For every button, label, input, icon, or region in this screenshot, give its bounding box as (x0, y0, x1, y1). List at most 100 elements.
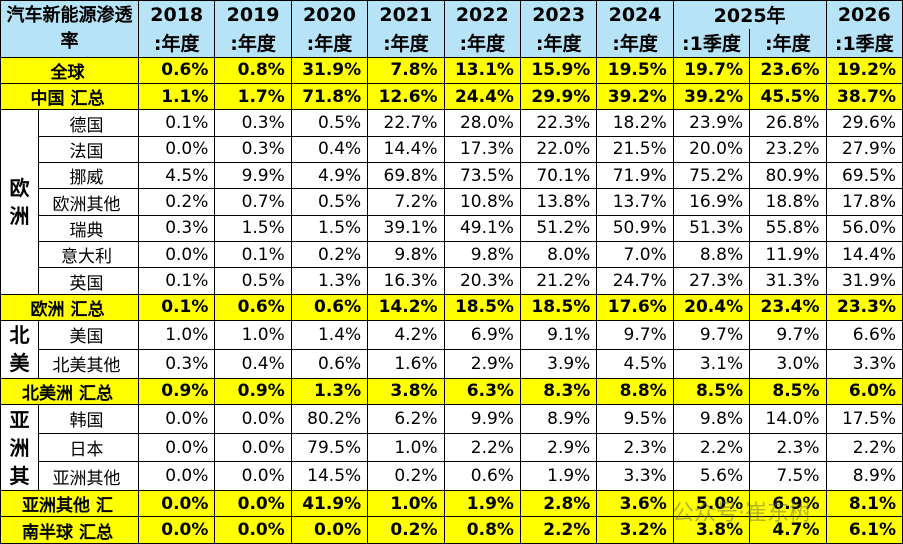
row-label: 英国 (38, 267, 139, 295)
row-label: 亚洲其他 汇 (0, 490, 139, 518)
value-cell: 0.0% (214, 461, 292, 492)
value-cell: 1.1% (137, 83, 216, 111)
value-cell: 0.0% (214, 404, 292, 434)
summary-row: 北美洲 汇总 0.9% 0.9% 1.3% 3.8% 6.3% 8.3% 8.8% 8.5% 8.… (0, 377, 903, 406)
value-cell: 17.3% (443, 135, 521, 164)
value-cell: 7.8% (367, 56, 445, 85)
data-row: 挪威 4.5% 9.9% 4.9% 69.8% 73.5% 70.1% 71.9% 75.2% 8… (1, 162, 903, 190)
value-cell: 16.3% (367, 267, 445, 295)
row-label: 北美其他 (38, 348, 139, 379)
value-cell: 0.5% (214, 267, 292, 295)
value-cell: 23.2% (749, 135, 827, 164)
value-cell: 4.7% (749, 516, 827, 544)
value-cell: 0.8% (214, 56, 292, 85)
data-row: 法国 0.0% 0.3% 0.4% 14.4% 17.3% 22.0% 21.5% 20.0% 2… (1, 135, 903, 164)
data-row: 欧洲 德国 0.1% 0.3% 0.5% 22.7% 28.0% 22.3% 18.2% 23.9… (0, 109, 903, 295)
value-cell: 9.8% (443, 241, 521, 269)
value-cell: 1.9% (519, 461, 598, 492)
period-header: :年度 (596, 28, 674, 58)
value-cell: 2.2% (519, 516, 598, 544)
row-label: 欧洲 汇总 (0, 293, 139, 322)
value-cell: 0.2% (367, 516, 445, 544)
value-cell: 20.4% (672, 293, 751, 322)
value-cell: 51.2% (519, 214, 598, 243)
group-label: 亚洲其 (0, 404, 39, 492)
value-cell: 24.4% (443, 83, 521, 111)
value-cell: 8.8% (596, 377, 674, 406)
value-cell: 0.9% (214, 377, 292, 406)
value-cell: 8.8% (672, 241, 751, 269)
value-cell: 1.6% (367, 348, 445, 379)
value-cell: 31.9% (290, 56, 369, 85)
period-header: :年度 (749, 28, 827, 58)
watermark: 公众号·崔东树 (672, 501, 811, 526)
value-cell: 29.9% (519, 83, 598, 111)
value-cell: 3.8% (367, 377, 445, 406)
header-row: :年度:年度:年度:年度:年度:年度:年度:1季度:年度:1季度 (1, 28, 903, 58)
data-row: 亚洲其他 0.0% 0.0% 14.5% 0.2% 0.6% 1.9% 3.3% 5.6% 7.5… (1, 461, 903, 492)
value-cell: 20.0% (672, 135, 751, 164)
row-label: 意大利 (38, 241, 139, 269)
value-cell: 5.6% (672, 461, 751, 492)
value-cell: 2.8% (519, 490, 598, 518)
value-cell: 0.0% (137, 135, 216, 164)
value-cell: 13.7% (596, 188, 674, 216)
value-cell: 28.0% (443, 109, 521, 137)
value-cell: 1.0% (367, 490, 445, 518)
value-cell: 70.1% (519, 162, 598, 190)
value-cell: 80.9% (749, 162, 827, 190)
value-cell: 0.4% (214, 348, 292, 379)
value-cell: 15.9% (519, 56, 598, 85)
year-header: 2025年 (672, 0, 827, 29)
value-cell: 14.4% (825, 241, 903, 269)
row-label: 欧洲其他 (38, 188, 139, 216)
row-label: 北美洲 汇总 (0, 377, 139, 406)
row-label: 瑞典 (38, 214, 139, 243)
group-text: 亚洲其 (9, 407, 30, 488)
value-cell: 2.3% (596, 432, 674, 463)
value-cell: 9.7% (596, 320, 674, 350)
period-header: :年度 (443, 28, 521, 58)
value-cell: 0.0% (137, 432, 216, 463)
value-cell: 75.2% (672, 162, 751, 190)
period-header: :年度 (367, 28, 445, 58)
value-cell: 0.3% (214, 135, 292, 164)
value-cell: 14.4% (367, 135, 445, 164)
value-cell: 11.9% (749, 241, 827, 269)
value-cell: 9.1% (519, 320, 598, 350)
value-cell: 1.0% (367, 432, 445, 463)
value-cell: 4.2% (367, 320, 445, 350)
value-cell: 16.9% (672, 188, 751, 216)
value-cell: 6.2% (367, 404, 445, 434)
row-label: 挪威 (38, 162, 139, 190)
value-cell: 4.9% (290, 162, 369, 190)
value-cell: 1.5% (214, 214, 292, 243)
group-text: 北美 (9, 323, 30, 376)
value-cell: 73.5% (443, 162, 521, 190)
value-cell: 0.3% (137, 214, 216, 243)
value-cell: 50.9% (596, 214, 674, 243)
value-cell: 14.0% (749, 404, 827, 434)
value-cell: 0.4% (290, 135, 369, 164)
row-label: 美国 (38, 320, 139, 350)
value-cell: 21.2% (519, 267, 598, 295)
value-cell: 19.7% (672, 56, 751, 85)
group-label: 北美 (0, 320, 39, 379)
value-cell: 3.0% (749, 348, 827, 379)
value-cell: 8.3% (519, 377, 598, 406)
value-cell: 3.3% (825, 348, 903, 379)
row-label: 韩国 (38, 404, 139, 434)
value-cell: 79.5% (290, 432, 369, 463)
row-label: 法国 (38, 135, 139, 164)
corner-cell: 汽车新能源渗透率 (0, 0, 139, 58)
year-header: 2021 (367, 0, 445, 29)
data-row: 北美 美国 1.0% 1.0% 1.4% 4.2% 6.9% 9.1% 9.7% 9.7% 9.7%… (0, 320, 903, 379)
value-cell: 8.5% (672, 377, 751, 406)
value-cell: 0.0% (137, 461, 216, 492)
value-cell: 71.9% (596, 162, 674, 190)
value-cell: 1.3% (290, 377, 369, 406)
value-cell: 49.1% (443, 214, 521, 243)
value-cell: 9.5% (596, 404, 674, 434)
data-row: 亚洲其 韩国 0.0% 0.0% 80.2% 6.2% 9.9% 8.9% 9.5% 9.8% 14… (0, 404, 903, 492)
